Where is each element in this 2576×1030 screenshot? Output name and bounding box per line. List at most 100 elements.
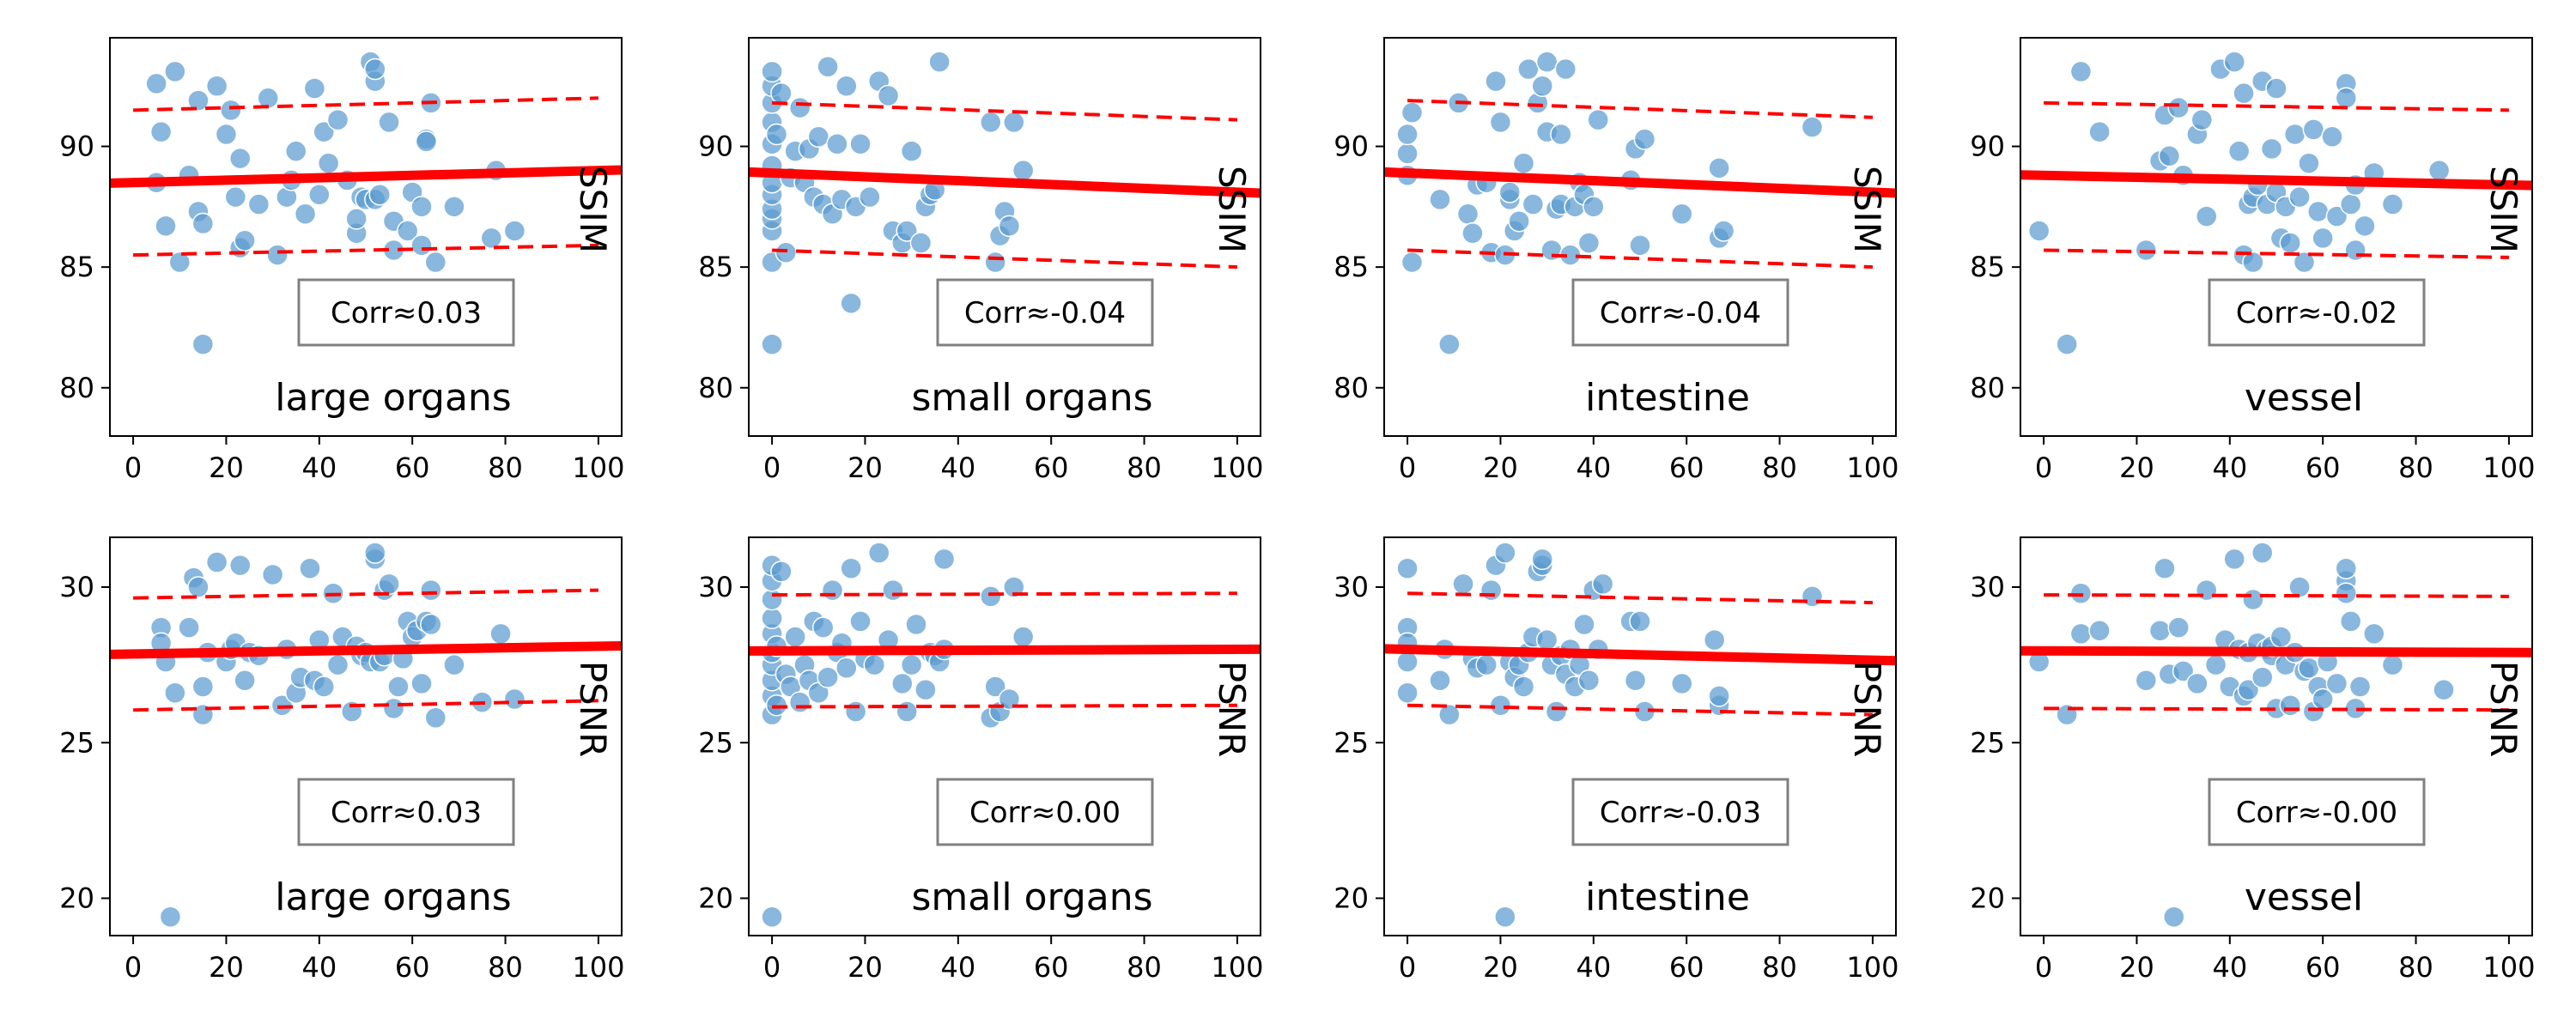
y-tick-label: 25 [1334, 726, 1369, 759]
x-tick-label: 20 [209, 451, 244, 484]
x-tick-label: 20 [848, 951, 883, 984]
data-point [1508, 209, 1530, 233]
data-point [867, 542, 890, 564]
lower-bound-line [772, 703, 1237, 709]
y-tick-label: 85 [698, 251, 733, 283]
data-point [2088, 620, 2111, 642]
data-point [2088, 120, 2111, 143]
data-point [1535, 51, 1558, 73]
corr-label: Corr≈-0.00 [2236, 796, 2397, 830]
data-point [2167, 616, 2190, 639]
x-tick-label: 80 [1762, 951, 1797, 984]
axes-frame [1383, 37, 1897, 437]
x-tick-label: 100 [2482, 451, 2535, 484]
y-tick-label: 30 [59, 571, 94, 603]
data-point [1400, 101, 1424, 124]
lower-bound-line [772, 248, 1237, 270]
data-point [2242, 251, 2264, 274]
fit-line [1384, 167, 1896, 198]
data-point [2069, 622, 2093, 645]
data-point [1573, 613, 1595, 636]
data-point [294, 203, 317, 226]
data-point [191, 212, 215, 235]
lower-bound-line [133, 699, 598, 712]
data-point [2251, 666, 2274, 688]
data-point [187, 89, 210, 112]
x-tick-label: 100 [1846, 451, 1899, 484]
data-point [159, 906, 182, 928]
data-point [420, 613, 442, 636]
data-point [933, 548, 956, 571]
data-point [998, 215, 1021, 238]
data-point [2148, 620, 2172, 642]
plot-area [749, 542, 1261, 928]
data-point [1545, 700, 1568, 723]
x-tick-label: 20 [1483, 451, 1518, 484]
data-point [761, 60, 783, 83]
data-point [891, 672, 914, 695]
data-point [424, 706, 447, 729]
x-tick-label: 0 [1399, 951, 1416, 984]
data-point [905, 613, 927, 636]
plot-area [2020, 542, 2532, 928]
data-point [168, 251, 191, 274]
data-point [480, 227, 503, 250]
data-point [2288, 185, 2311, 209]
data-point [1396, 142, 1419, 165]
x-tick-label: 60 [395, 951, 430, 984]
x-tick-label: 80 [1127, 451, 1162, 484]
data-point [1522, 193, 1545, 215]
corr-box [1571, 278, 1789, 347]
data-point [1003, 576, 1025, 598]
data-point [2172, 660, 2195, 682]
data-point [228, 147, 252, 170]
y-tick-label: 80 [1334, 372, 1369, 404]
metric-label: PSNR [572, 661, 614, 758]
data-point [1577, 670, 1601, 692]
data-point [424, 251, 447, 274]
data-point [1396, 123, 1419, 146]
data-point [1531, 75, 1553, 97]
data-point [2433, 678, 2455, 701]
data-point [2242, 588, 2264, 611]
data-point [155, 215, 177, 238]
panel-psnr-small-organs: 0 20 40 60 80 100 20 25 30 Corr≈0.00 small organs P… [698, 536, 1263, 984]
data-point [2298, 657, 2320, 679]
fit-line [110, 165, 622, 188]
data-point [2227, 140, 2251, 162]
data-point [234, 670, 256, 692]
axes-frame [748, 37, 1261, 437]
x-tick-label: 100 [1211, 451, 1263, 484]
data-point [2339, 193, 2362, 215]
data-point [160, 452, 180, 473]
data-point [1396, 557, 1419, 579]
data-point [1531, 548, 1553, 571]
data-point [368, 184, 392, 206]
x-tick-label: 80 [488, 451, 523, 484]
x-tick-label: 0 [125, 951, 142, 984]
upper-bound-line [1407, 591, 1873, 605]
data-point [807, 125, 830, 148]
data-point [1583, 196, 1605, 218]
data-point [928, 51, 951, 73]
data-point [900, 140, 923, 162]
data-point [2363, 622, 2385, 645]
y-tick-label: 25 [1970, 726, 2005, 759]
data-point [2325, 205, 2348, 227]
data-point [1438, 333, 1461, 355]
data-point [299, 557, 321, 579]
data-point [1494, 542, 1516, 564]
data-point [345, 208, 368, 230]
upper-bound-line [2044, 593, 2509, 598]
x-tick-label: 40 [301, 451, 337, 484]
data-point [1485, 70, 1507, 93]
x-tick-label: 80 [488, 951, 523, 984]
data-point [859, 185, 881, 209]
y-tick-label: 85 [1970, 251, 2005, 283]
data-point [2158, 145, 2181, 167]
data-point [840, 292, 862, 315]
data-point [840, 557, 862, 579]
x-tick-label: 20 [209, 951, 244, 984]
data-point [1512, 676, 1535, 698]
data-point [2056, 333, 2078, 355]
